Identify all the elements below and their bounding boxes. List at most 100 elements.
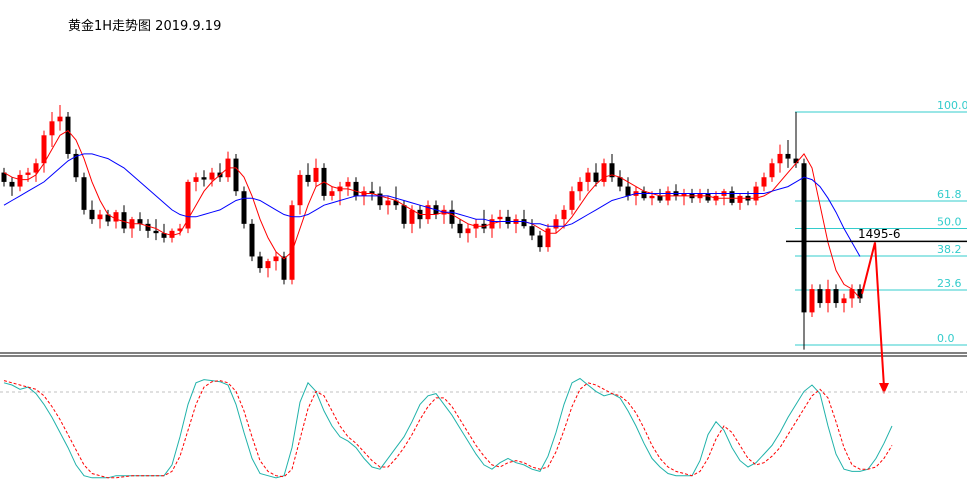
candle-up xyxy=(209,172,215,180)
candle-down xyxy=(401,205,407,224)
candle-down xyxy=(833,289,839,304)
candle-up xyxy=(289,205,295,280)
candle-down xyxy=(1,172,7,182)
candle-up xyxy=(273,256,279,262)
candle-up xyxy=(849,289,855,299)
candle-down xyxy=(449,209,455,224)
price-annotation: 1495-6 xyxy=(858,227,901,241)
candle-down xyxy=(233,158,239,192)
candle-down xyxy=(249,223,255,257)
candle-up xyxy=(737,195,743,203)
fib-level-label: 38.2 xyxy=(937,243,962,256)
oscillator-d-line xyxy=(3,380,893,479)
candle-up xyxy=(17,174,23,187)
candle-down xyxy=(801,163,807,313)
candle-up xyxy=(601,163,607,182)
oscillator-k-line xyxy=(3,377,893,479)
candle-down xyxy=(257,256,263,269)
candle-up xyxy=(169,230,175,238)
candle-down xyxy=(593,172,599,182)
chart-title: 黄金1H走势图 2019.9.19 xyxy=(68,18,221,34)
candle-up xyxy=(761,177,767,187)
candle-up xyxy=(841,298,847,304)
candle-up xyxy=(681,193,687,196)
candle-up xyxy=(497,216,503,220)
fib-level-label: 0.0 xyxy=(937,332,955,345)
overlay-panel xyxy=(786,240,967,394)
candle-down xyxy=(201,177,207,180)
candle-down xyxy=(353,181,359,196)
fib-level-label: 61.8 xyxy=(937,188,962,201)
candle-up xyxy=(569,191,575,210)
ma-slow-line xyxy=(3,153,861,257)
candle-up xyxy=(409,209,415,224)
candle-up xyxy=(57,116,63,122)
candle-up xyxy=(177,228,183,231)
fib-level-label: 50.0 xyxy=(937,216,962,229)
candle-down xyxy=(505,216,511,224)
projection-path xyxy=(861,242,885,388)
candle-up xyxy=(425,205,431,220)
candle-up xyxy=(345,181,351,187)
candle-up xyxy=(329,191,335,196)
candle-down xyxy=(625,186,631,196)
candle-down xyxy=(457,223,463,234)
candle-down xyxy=(153,230,159,234)
candle-down xyxy=(817,289,823,304)
candle-up xyxy=(185,181,191,229)
candle-up xyxy=(809,289,815,313)
candle-down xyxy=(521,219,527,227)
candle-up xyxy=(585,172,591,182)
candle-down xyxy=(617,177,623,187)
candle-up xyxy=(25,172,31,175)
candle-down xyxy=(785,153,791,159)
fib-level-label: 100.0 xyxy=(937,99,967,112)
candle-down xyxy=(145,223,151,231)
candle-down xyxy=(609,163,615,178)
candle-down xyxy=(9,181,15,187)
candle-down xyxy=(369,191,375,194)
candle-up xyxy=(561,209,567,220)
candle-down xyxy=(65,116,71,154)
candle-down xyxy=(641,191,647,199)
candle-down xyxy=(105,214,111,222)
projection-arrowhead xyxy=(879,383,889,394)
candle-down xyxy=(729,191,735,203)
candle-up xyxy=(649,195,655,199)
candle-up xyxy=(49,121,55,136)
candle-up xyxy=(385,200,391,206)
candle-up xyxy=(545,228,551,248)
price-panel: 100.0 61.8 50.0 38.2 23.6 0.0 xyxy=(0,99,967,357)
candle-up xyxy=(97,214,103,220)
candle-up xyxy=(577,181,583,192)
candle-up xyxy=(313,167,319,182)
candle-up xyxy=(465,228,471,234)
candle-down xyxy=(305,174,311,182)
candle-up xyxy=(265,261,271,269)
candle-down xyxy=(281,256,287,280)
candle-down xyxy=(73,153,79,178)
oscillator-panel xyxy=(0,377,967,479)
fib-level-label: 23.6 xyxy=(937,277,962,290)
candle-down xyxy=(393,200,399,206)
candle-up xyxy=(825,289,831,304)
candle-down xyxy=(121,212,127,229)
candle-up xyxy=(297,174,303,206)
candle-down xyxy=(137,219,143,224)
candle-down xyxy=(857,289,863,299)
candle-down xyxy=(705,193,711,201)
candle-up xyxy=(777,153,783,164)
candle-down xyxy=(377,193,383,206)
candle-up xyxy=(193,177,199,182)
candle-up xyxy=(33,163,39,173)
candle-down xyxy=(81,177,87,210)
candle-up xyxy=(41,135,47,164)
candle-down xyxy=(793,158,799,164)
candle-down xyxy=(657,195,663,201)
candle-up xyxy=(769,163,775,178)
candle-down xyxy=(537,235,543,248)
candle-down xyxy=(89,209,95,220)
candle-down xyxy=(161,233,167,238)
